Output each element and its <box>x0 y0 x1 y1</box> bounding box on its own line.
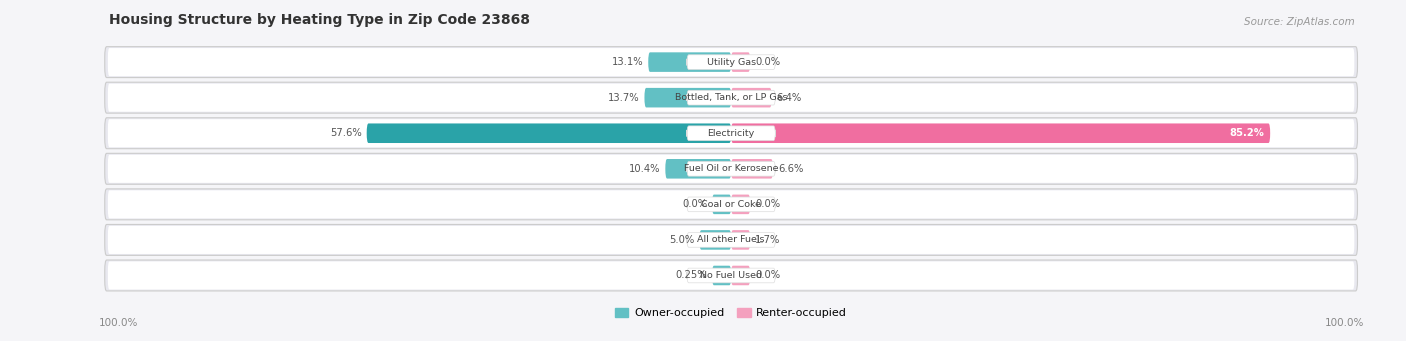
FancyBboxPatch shape <box>105 118 1358 149</box>
Legend: Owner-occupied, Renter-occupied: Owner-occupied, Renter-occupied <box>610 303 852 323</box>
FancyBboxPatch shape <box>731 230 751 250</box>
FancyBboxPatch shape <box>686 161 776 176</box>
FancyBboxPatch shape <box>108 119 1354 147</box>
Text: 13.7%: 13.7% <box>607 93 640 103</box>
Text: 13.1%: 13.1% <box>612 57 643 67</box>
FancyBboxPatch shape <box>686 55 776 70</box>
FancyBboxPatch shape <box>105 82 1358 113</box>
Text: No Fuel Used: No Fuel Used <box>700 271 762 280</box>
FancyBboxPatch shape <box>711 195 731 214</box>
FancyBboxPatch shape <box>108 190 1354 218</box>
Text: 5.0%: 5.0% <box>669 235 695 245</box>
FancyBboxPatch shape <box>108 84 1354 112</box>
Text: 1.7%: 1.7% <box>755 235 780 245</box>
Text: 0.0%: 0.0% <box>755 57 780 67</box>
FancyBboxPatch shape <box>108 262 1354 290</box>
FancyBboxPatch shape <box>105 260 1358 291</box>
FancyBboxPatch shape <box>105 189 1358 220</box>
FancyBboxPatch shape <box>665 159 731 179</box>
Text: 100.0%: 100.0% <box>1324 318 1364 328</box>
FancyBboxPatch shape <box>686 197 776 212</box>
Text: 57.6%: 57.6% <box>330 128 361 138</box>
Text: Electricity: Electricity <box>707 129 755 138</box>
Text: Source: ZipAtlas.com: Source: ZipAtlas.com <box>1244 17 1355 27</box>
Text: All other Fuels: All other Fuels <box>697 235 765 244</box>
Text: 6.6%: 6.6% <box>778 164 803 174</box>
FancyBboxPatch shape <box>731 266 751 285</box>
Text: 0.0%: 0.0% <box>755 199 780 209</box>
FancyBboxPatch shape <box>699 230 731 250</box>
Text: Coal or Coke: Coal or Coke <box>702 200 761 209</box>
FancyBboxPatch shape <box>108 48 1354 76</box>
FancyBboxPatch shape <box>686 126 776 140</box>
FancyBboxPatch shape <box>686 233 776 247</box>
FancyBboxPatch shape <box>686 90 776 105</box>
Text: 0.0%: 0.0% <box>755 270 780 281</box>
FancyBboxPatch shape <box>731 88 772 107</box>
Text: 10.4%: 10.4% <box>628 164 661 174</box>
Text: Utility Gas: Utility Gas <box>707 58 755 66</box>
Text: Fuel Oil or Kerosene: Fuel Oil or Kerosene <box>683 164 779 173</box>
Text: Bottled, Tank, or LP Gas: Bottled, Tank, or LP Gas <box>675 93 787 102</box>
FancyBboxPatch shape <box>108 155 1354 183</box>
FancyBboxPatch shape <box>644 88 731 107</box>
FancyBboxPatch shape <box>686 268 776 283</box>
Text: 100.0%: 100.0% <box>98 318 138 328</box>
FancyBboxPatch shape <box>731 195 751 214</box>
FancyBboxPatch shape <box>105 224 1358 255</box>
Text: 85.2%: 85.2% <box>1229 128 1264 138</box>
FancyBboxPatch shape <box>105 153 1358 184</box>
FancyBboxPatch shape <box>105 47 1358 78</box>
FancyBboxPatch shape <box>108 226 1354 254</box>
FancyBboxPatch shape <box>731 52 751 72</box>
Text: 6.4%: 6.4% <box>776 93 801 103</box>
Text: 0.0%: 0.0% <box>682 199 707 209</box>
FancyBboxPatch shape <box>367 123 731 143</box>
FancyBboxPatch shape <box>711 266 731 285</box>
FancyBboxPatch shape <box>731 123 1270 143</box>
FancyBboxPatch shape <box>731 159 773 179</box>
Text: Housing Structure by Heating Type in Zip Code 23868: Housing Structure by Heating Type in Zip… <box>108 13 530 27</box>
FancyBboxPatch shape <box>648 52 731 72</box>
Text: 0.25%: 0.25% <box>675 270 707 281</box>
